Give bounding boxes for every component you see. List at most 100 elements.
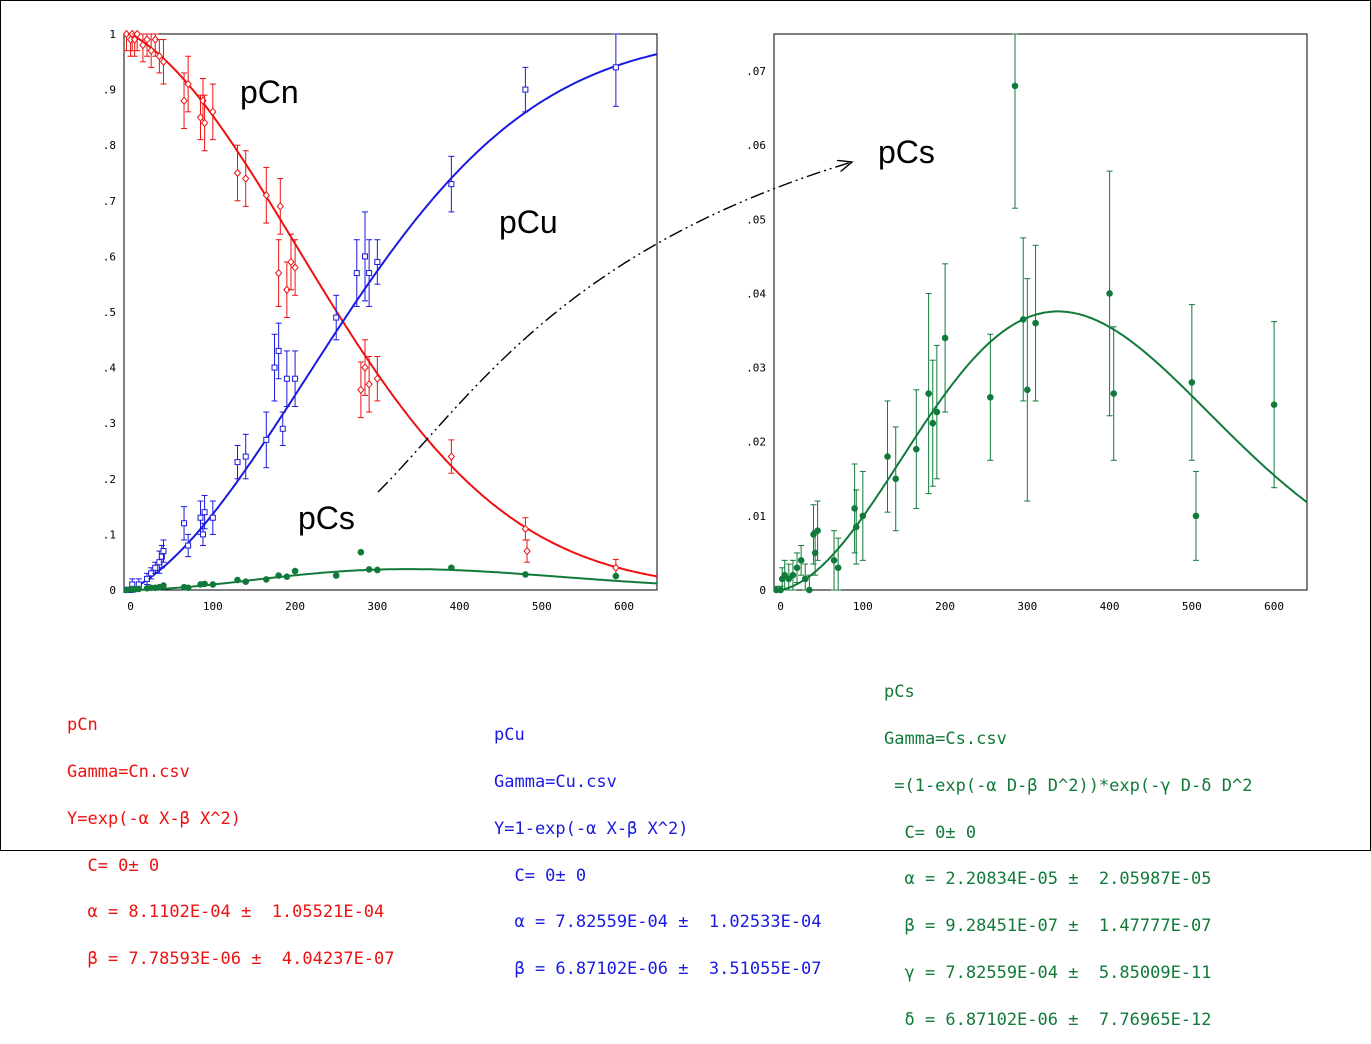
pCs-data-point	[785, 575, 793, 583]
pCs-data-point	[291, 567, 299, 575]
x-tick-label: 0	[777, 600, 784, 613]
eq-line: pCn	[67, 715, 98, 736]
pCu-data-point	[158, 553, 165, 560]
pCu-data-point	[612, 64, 619, 71]
y-tick-label: .2	[103, 473, 116, 486]
y-tick-label: 0	[109, 584, 116, 597]
eq-line: β = 9.28451E-07 ± 1.47777E-07	[884, 916, 1212, 937]
pCu-data-point	[279, 425, 286, 432]
pCn-data-point	[612, 563, 620, 573]
pCn-data-point	[365, 380, 373, 389]
eq-line: Gamma=Cs.csv	[884, 728, 1007, 749]
chart-right: 0 .01 .02 .03 .04 .05 .06 .07 0 100 200 300 400 500 6…	[746, 33, 1308, 613]
eq-line: δ = 6.87102E-06 ± 7.76965E-12	[884, 1009, 1212, 1030]
pCn-data-point	[523, 546, 531, 556]
pCn-data-point	[291, 263, 299, 272]
pCs-data-point	[1019, 316, 1027, 323]
pCu-data-point	[271, 364, 278, 371]
label-pCn: pCn	[240, 74, 299, 110]
pCs-data-point	[1110, 390, 1118, 397]
x-axis-right: 0 100 200 300 400 500 600	[777, 600, 1284, 613]
pCu-data-point	[374, 258, 381, 265]
pCn-data-point	[447, 452, 456, 461]
pCs-data-point	[830, 557, 838, 564]
eq-line: pCs	[884, 682, 915, 703]
pCs-data-point	[184, 584, 192, 592]
pCs-data-point	[201, 580, 208, 588]
pCs-data-point	[522, 571, 529, 578]
pCu-data-point	[242, 453, 249, 460]
pCs-data-point	[1188, 379, 1196, 386]
pCn-data-point	[276, 202, 284, 211]
pCn-data-point	[287, 257, 295, 267]
fit-equation-pCu: pCu Gamma=Cu.csv Y=1-exp(-α X-β X^2) C= …	[494, 697, 822, 993]
x-tick-label: 500	[1182, 600, 1202, 613]
pCu-data-point	[448, 181, 455, 188]
x-tick-label: 200	[285, 600, 305, 613]
pCn-data-point	[373, 374, 381, 383]
pCu-fit-curve	[130, 53, 658, 591]
eq-line: C= 0± 0	[884, 822, 977, 843]
eq-line: C= 0± 0	[494, 865, 587, 886]
eq-line: α = 2.20834E-05 ± 2.05987E-05	[884, 869, 1212, 890]
x-tick-label: 300	[1017, 600, 1037, 613]
pCs-data-point	[612, 572, 620, 580]
fit-equation-pCn: pCn Gamma=Cn.csv Y=exp(-α X-β X^2) C= 0±…	[67, 687, 395, 983]
eq-line: C= 0± 0	[67, 855, 160, 876]
pCn-data-point	[209, 107, 217, 117]
pCs-data-point	[925, 390, 932, 397]
pCu-data-point	[275, 347, 282, 354]
pCn-fit-curve	[130, 33, 658, 578]
pCu-data-point	[353, 270, 360, 277]
pCs-data-point	[793, 564, 801, 572]
pCs-data-point	[1192, 512, 1200, 520]
y-tick-label: .04	[746, 287, 766, 300]
y-axis-left: 0 .1 .2 .3 .4 .5 .6 .7 .8 .9 1	[103, 28, 117, 597]
pCn-data-point	[233, 168, 242, 178]
pCu-data-point	[152, 564, 159, 571]
y-tick-label: .01	[746, 510, 766, 523]
eq-line: α = 8.1102E-04 ± 1.05521E-04	[67, 902, 385, 923]
y-tick-label: .8	[103, 139, 116, 152]
pCn-data-point	[159, 57, 168, 67]
pCs-data-point	[262, 576, 270, 583]
y-tick-label: .9	[103, 84, 116, 97]
pCn-data-point	[122, 29, 131, 39]
pCs-data-point	[242, 578, 250, 585]
pCs-data-point	[283, 573, 291, 580]
x-tick-label: 100	[203, 600, 223, 613]
pCs-data-point	[1032, 319, 1039, 327]
pCs-data-point	[332, 572, 340, 579]
pCs-data-point	[892, 475, 900, 483]
y-axis-right: 0 .01 .02 .03 .04 .05 .06 .07	[746, 65, 766, 597]
pCu-data-point	[160, 548, 167, 555]
pCs-data-point	[987, 393, 994, 401]
pCn-data-point	[180, 96, 188, 105]
pCs-data-point	[941, 334, 949, 342]
y-tick-label: .5	[103, 306, 116, 319]
pCs-data-point	[929, 419, 937, 427]
x-tick-label: 600	[614, 600, 634, 613]
y-tick-label: .4	[103, 362, 117, 375]
x-tick-label: 200	[935, 600, 955, 613]
pCu-data-point	[209, 514, 216, 521]
pCu-data-point	[185, 542, 192, 549]
pCs-data-point	[1106, 290, 1113, 297]
pCu-data-point	[366, 270, 373, 277]
x-tick-label: 600	[1264, 600, 1284, 613]
x-tick-label: 100	[853, 600, 873, 613]
eq-line: β = 7.78593E-06 ± 4.04237E-07	[67, 949, 395, 970]
eq-line: Gamma=Cu.csv	[494, 771, 617, 792]
pCs-data-point	[374, 566, 381, 574]
x-tick-label: 400	[450, 600, 470, 613]
pCu-data-point	[263, 436, 270, 443]
pCn-data-point	[200, 118, 209, 128]
y-tick-label: .3	[103, 417, 116, 430]
pCs-data-point	[448, 564, 455, 572]
pCs-data-point	[789, 571, 797, 579]
pCs-data-point	[806, 586, 813, 594]
x-axis-left: 0 100 200 300 400 500 600	[127, 600, 634, 613]
fit-curves-left	[130, 33, 658, 591]
y-tick-label: 1	[109, 28, 116, 41]
pCs-fit-curve	[130, 568, 658, 591]
